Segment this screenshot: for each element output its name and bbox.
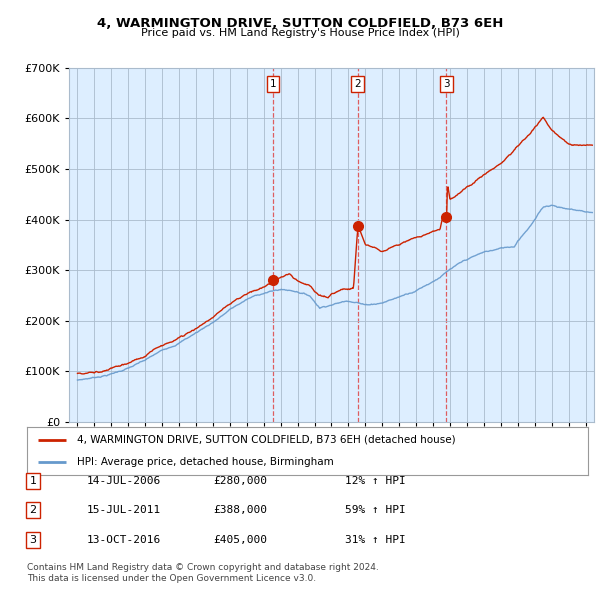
Text: 2: 2 xyxy=(354,79,361,88)
Text: HPI: Average price, detached house, Birmingham: HPI: Average price, detached house, Birm… xyxy=(77,457,334,467)
Text: 15-JUL-2011: 15-JUL-2011 xyxy=(87,506,161,515)
Text: 31% ↑ HPI: 31% ↑ HPI xyxy=(345,535,406,545)
Text: £280,000: £280,000 xyxy=(213,476,267,486)
Text: £405,000: £405,000 xyxy=(213,535,267,545)
Text: Price paid vs. HM Land Registry's House Price Index (HPI): Price paid vs. HM Land Registry's House … xyxy=(140,28,460,38)
Text: Contains HM Land Registry data © Crown copyright and database right 2024.: Contains HM Land Registry data © Crown c… xyxy=(27,563,379,572)
Text: This data is licensed under the Open Government Licence v3.0.: This data is licensed under the Open Gov… xyxy=(27,574,316,583)
Text: 4, WARMINGTON DRIVE, SUTTON COLDFIELD, B73 6EH: 4, WARMINGTON DRIVE, SUTTON COLDFIELD, B… xyxy=(97,17,503,30)
Text: 3: 3 xyxy=(29,535,37,545)
Text: 2: 2 xyxy=(29,506,37,515)
Text: 3: 3 xyxy=(443,79,450,88)
Text: 14-JUL-2006: 14-JUL-2006 xyxy=(87,476,161,486)
Text: 13-OCT-2016: 13-OCT-2016 xyxy=(87,535,161,545)
Text: £388,000: £388,000 xyxy=(213,506,267,515)
Text: 12% ↑ HPI: 12% ↑ HPI xyxy=(345,476,406,486)
Text: 59% ↑ HPI: 59% ↑ HPI xyxy=(345,506,406,515)
Text: 4, WARMINGTON DRIVE, SUTTON COLDFIELD, B73 6EH (detached house): 4, WARMINGTON DRIVE, SUTTON COLDFIELD, B… xyxy=(77,435,456,445)
Text: 1: 1 xyxy=(29,476,37,486)
Text: 1: 1 xyxy=(269,79,276,88)
